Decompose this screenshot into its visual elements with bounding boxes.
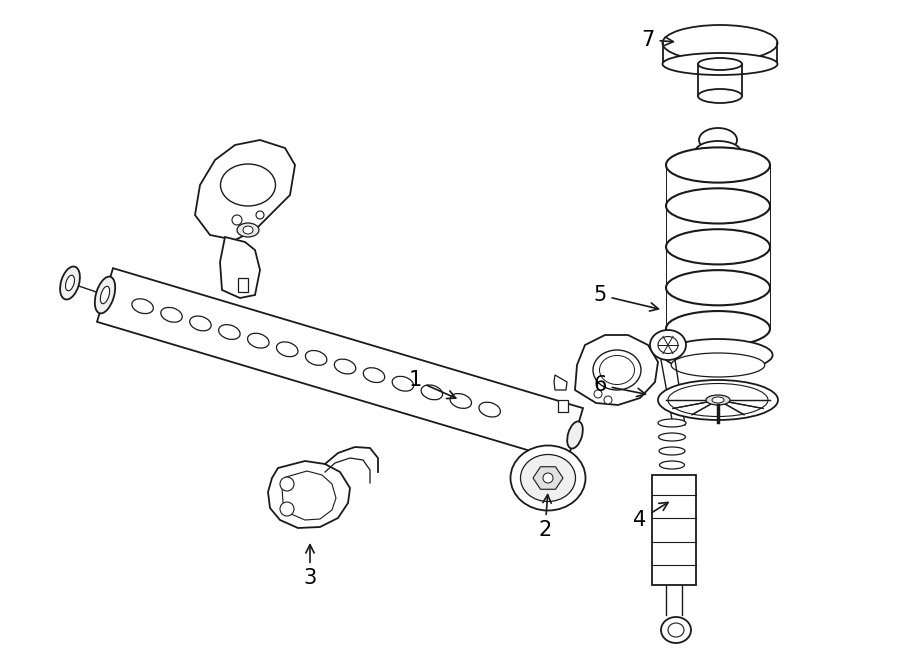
Ellipse shape	[593, 350, 641, 390]
Ellipse shape	[668, 623, 684, 637]
Ellipse shape	[479, 402, 500, 417]
Ellipse shape	[662, 25, 778, 61]
Text: 3: 3	[303, 545, 317, 588]
Polygon shape	[97, 268, 583, 462]
Ellipse shape	[132, 299, 153, 313]
Polygon shape	[554, 375, 567, 390]
Ellipse shape	[666, 270, 770, 305]
Text: 2: 2	[538, 494, 552, 540]
Ellipse shape	[666, 147, 770, 182]
Ellipse shape	[94, 276, 115, 313]
Ellipse shape	[660, 461, 685, 469]
Ellipse shape	[364, 368, 384, 383]
Polygon shape	[575, 335, 658, 405]
Circle shape	[543, 473, 553, 483]
Text: 1: 1	[409, 370, 455, 399]
Ellipse shape	[666, 311, 770, 346]
Ellipse shape	[659, 447, 685, 455]
Text: 5: 5	[593, 285, 659, 311]
Ellipse shape	[567, 422, 583, 449]
Polygon shape	[558, 400, 568, 412]
Polygon shape	[238, 278, 248, 292]
Ellipse shape	[334, 359, 356, 374]
Ellipse shape	[666, 229, 770, 264]
Ellipse shape	[659, 433, 686, 441]
Ellipse shape	[663, 339, 772, 371]
Ellipse shape	[237, 223, 259, 237]
Polygon shape	[533, 467, 563, 489]
Ellipse shape	[66, 275, 75, 291]
Ellipse shape	[668, 383, 768, 416]
Ellipse shape	[666, 188, 770, 223]
Ellipse shape	[695, 141, 741, 163]
Polygon shape	[268, 461, 350, 528]
Ellipse shape	[101, 286, 110, 303]
Circle shape	[604, 396, 612, 404]
Text: 6: 6	[593, 375, 645, 397]
Ellipse shape	[450, 393, 472, 408]
Ellipse shape	[658, 380, 778, 420]
Ellipse shape	[650, 330, 686, 360]
Ellipse shape	[698, 58, 742, 70]
Ellipse shape	[599, 356, 634, 385]
Text: 7: 7	[642, 30, 673, 50]
Ellipse shape	[699, 128, 737, 152]
Polygon shape	[282, 471, 336, 520]
Ellipse shape	[161, 307, 183, 322]
Ellipse shape	[698, 89, 742, 103]
Ellipse shape	[421, 385, 443, 400]
Ellipse shape	[243, 226, 253, 234]
Ellipse shape	[248, 333, 269, 348]
Ellipse shape	[661, 617, 691, 643]
Circle shape	[280, 502, 294, 516]
Polygon shape	[195, 140, 295, 240]
Ellipse shape	[520, 455, 575, 502]
Ellipse shape	[662, 53, 778, 75]
Ellipse shape	[220, 164, 275, 206]
Ellipse shape	[510, 446, 586, 510]
Circle shape	[594, 390, 602, 398]
Ellipse shape	[706, 395, 730, 405]
Ellipse shape	[671, 353, 765, 377]
Circle shape	[280, 477, 294, 491]
Polygon shape	[220, 237, 260, 298]
Ellipse shape	[658, 336, 678, 354]
Ellipse shape	[392, 376, 414, 391]
Ellipse shape	[712, 397, 724, 403]
Ellipse shape	[60, 266, 80, 299]
Polygon shape	[652, 475, 696, 585]
Ellipse shape	[276, 342, 298, 357]
Text: 4: 4	[634, 502, 668, 530]
Circle shape	[256, 211, 264, 219]
Ellipse shape	[305, 350, 327, 366]
Ellipse shape	[658, 419, 686, 427]
Circle shape	[232, 215, 242, 225]
Ellipse shape	[219, 325, 240, 340]
Ellipse shape	[190, 316, 212, 331]
